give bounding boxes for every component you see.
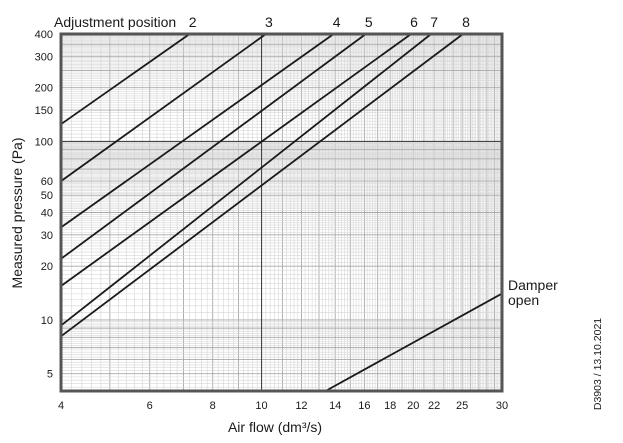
curve-label-2: 2 [189,14,197,30]
curve-label-4: 4 [333,14,341,30]
x-tick-label: 4 [58,400,64,412]
x-tick-label: 14 [329,400,341,412]
y-axis-title: Measured pressure (Pa) [9,138,25,289]
y-tick-label: 20 [41,261,53,273]
x-tick-label: 18 [384,400,396,412]
curve-label-damper-open: Damper open [508,277,558,308]
x-axis-ticks: 4 6 8 10 12 14 16 18 20 22 25 30 [58,400,508,412]
curve-damper-open [325,293,502,392]
y-tick-label: 40 [41,208,53,220]
x-tick-label: 20 [407,400,419,412]
y-tick-label: 60 [41,176,53,188]
curve-label-7: 7 [430,14,438,30]
curve-2 [60,33,191,125]
y-tick-label: 5 [47,369,53,381]
x-tick-label: 25 [456,400,468,412]
reference-lines [61,34,502,391]
y-tick-label: 200 [35,83,53,95]
legend-prefix: Adjustment position [54,14,176,30]
chart-grid [60,33,503,392]
x-tick-label: 22 [428,400,440,412]
y-tick-label: 400 [35,29,53,41]
y-tick-label: 100 [35,136,53,148]
curve-label-3: 3 [265,14,273,30]
x-tick-label: 30 [496,400,508,412]
curve-label-8: 8 [462,14,470,30]
x-tick-label: 16 [358,400,370,412]
curve-7 [60,33,432,327]
curve-6 [60,33,412,287]
y-tick-label: 300 [35,51,53,63]
curve-labels: 2 3 4 5 6 7 8 Damper open [189,14,558,308]
x-tick-label: 6 [147,400,153,412]
curve-8 [60,33,464,338]
side-note: D3903 / 13.10.2021 [592,318,604,410]
y-tick-label: 50 [41,190,53,202]
y-tick-label: 10 [41,315,53,327]
y-axis-ticks: 5 10 20 30 40 50 60 100 150 200 300 400 [35,29,53,381]
x-tick-label: 10 [255,400,267,412]
x-axis-title: Air flow (dm³/s) [228,419,322,435]
curve-label-5: 5 [365,14,373,30]
x-tick-label: 8 [210,400,216,412]
plot-frame [59,32,504,393]
y-tick-label: 30 [41,230,53,242]
x-tick-label: 12 [295,400,307,412]
curve-3 [60,33,267,182]
curve-5 [60,33,367,260]
curve-label-6: 6 [410,14,418,30]
y-tick-label: 150 [35,105,53,117]
curve-4 [60,33,335,229]
curves [60,33,502,392]
